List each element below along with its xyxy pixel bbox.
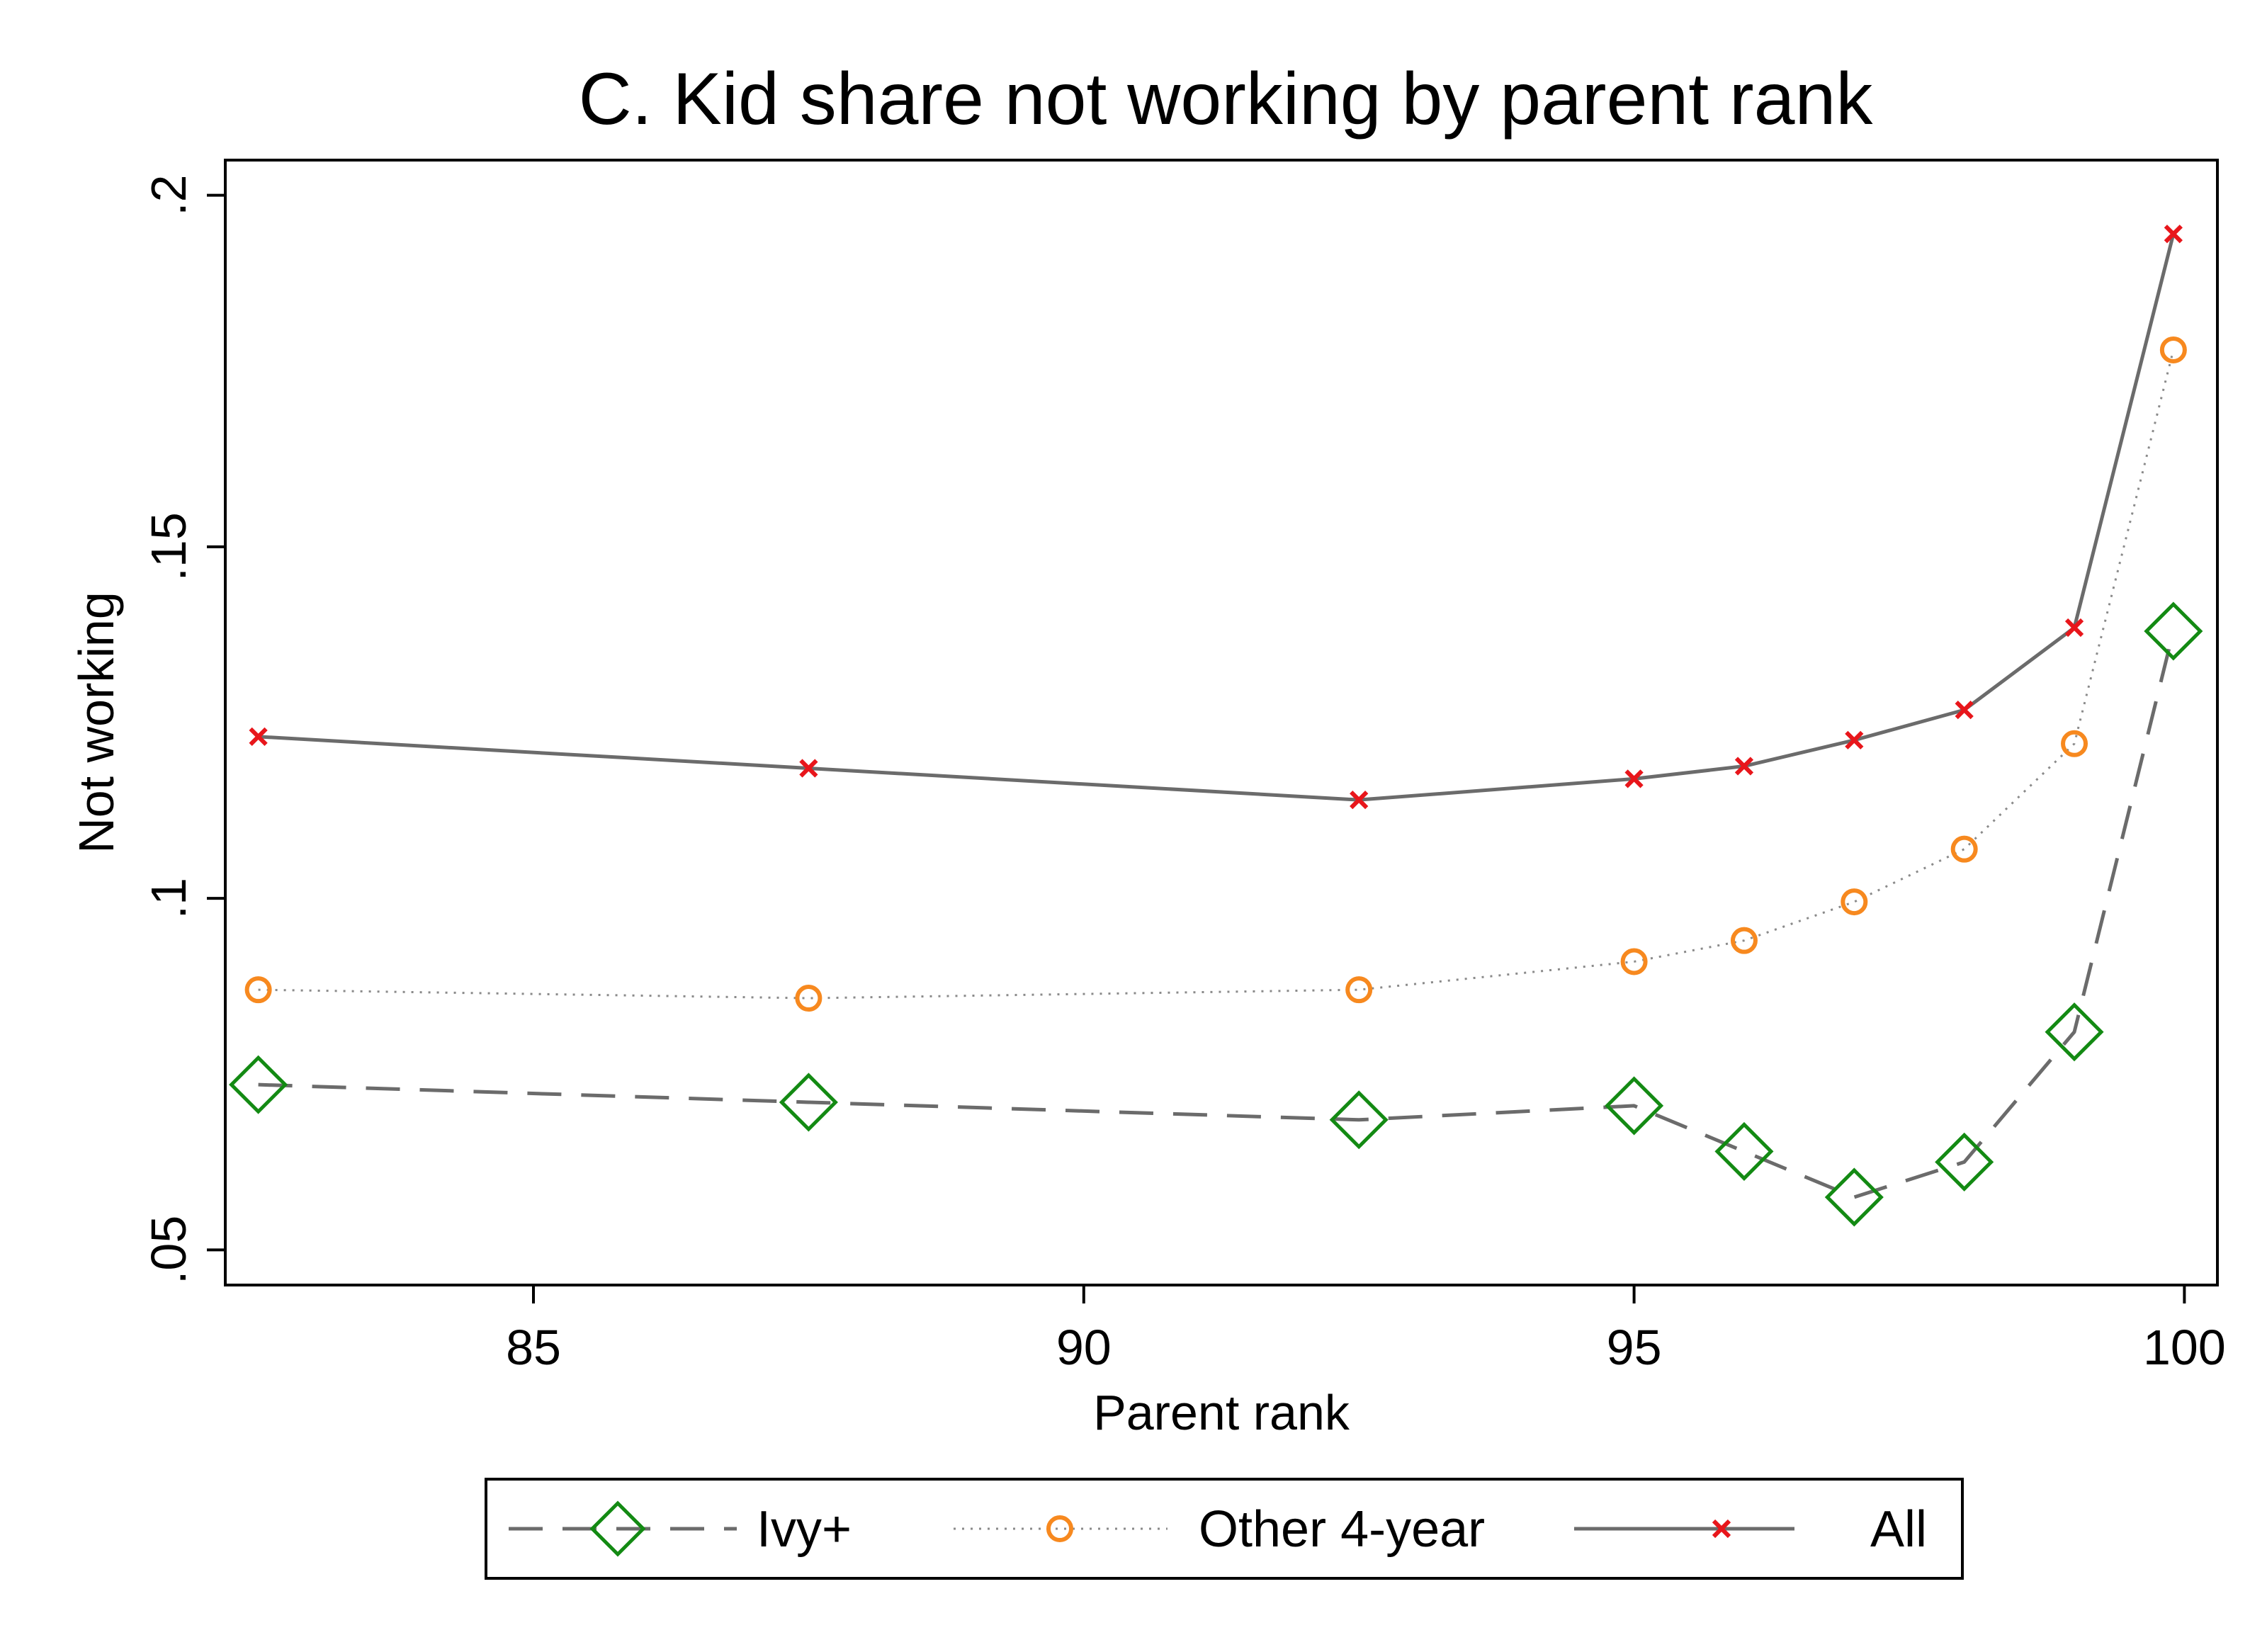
x-tick-label: 90	[1056, 1320, 1112, 1375]
data-point-other-4-year	[2159, 336, 2187, 363]
legend-item-other-4-year: Other 4-year	[954, 1501, 1485, 1558]
data-point-ivy	[1824, 1167, 1884, 1227]
legend-items: Ivy+ Other 4-year All	[509, 1500, 1927, 1558]
legend-label: All	[1870, 1501, 1927, 1558]
legend-item-ivy: Ivy+	[509, 1500, 852, 1558]
data-point-all	[2164, 225, 2183, 244]
y-axis: .05 .1 .15 .2	[141, 174, 225, 1284]
data-point-other-4-year	[1841, 888, 1868, 916]
data-point-all	[249, 727, 268, 746]
data-point-other-4-year	[1730, 927, 1758, 954]
y-tick-label: .1	[141, 878, 196, 919]
data-point-all	[1624, 769, 1644, 788]
data-point-ivy	[2144, 601, 2203, 661]
data-point-all	[1734, 757, 1754, 776]
data-point-ivy	[1935, 1132, 1994, 1192]
data-point-all	[799, 759, 818, 778]
data-point-ivy	[1714, 1121, 1774, 1181]
legend-swatch-marker	[589, 1500, 646, 1557]
y-tick-label: .15	[141, 512, 196, 581]
x-tick-label: 85	[506, 1320, 561, 1375]
series-ivy	[229, 601, 2203, 1227]
data-point-other-4-year	[244, 976, 272, 1004]
series-layer	[229, 225, 2203, 1227]
y-tick-label: .2	[141, 174, 196, 215]
data-point-other-4-year	[1345, 976, 1373, 1004]
legend-swatch-marker	[1712, 1519, 1731, 1539]
data-point-ivy	[229, 1055, 288, 1114]
x-axis: 85 90 95 100	[506, 1285, 2226, 1375]
series-line-other-4-year	[258, 349, 2175, 1000]
x-tick-label: 95	[1607, 1320, 1662, 1375]
x-tick-label: 100	[2143, 1320, 2226, 1375]
y-tick-label: .05	[141, 1216, 196, 1284]
series-line-all	[258, 233, 2176, 802]
chart-title: C. Kid share not working by parent rank	[579, 58, 1874, 140]
data-point-ivy	[1329, 1090, 1389, 1150]
data-point-other-4-year	[795, 985, 822, 1012]
legend: Ivy+ Other 4-year All	[485, 1478, 1964, 1580]
y-axis-label: Not working	[69, 592, 124, 854]
series-all	[249, 225, 2183, 810]
series-other-4-year	[244, 336, 2187, 1012]
x-axis-label: Parent rank	[1093, 1385, 1350, 1440]
legend-swatch-marker	[1046, 1515, 1073, 1542]
data-point-other-4-year	[1620, 948, 1648, 975]
data-point-ivy	[779, 1073, 838, 1132]
legend-label: Ivy+	[757, 1501, 852, 1558]
data-point-all	[1350, 791, 1369, 810]
series-line-ivy	[258, 630, 2176, 1199]
data-point-other-4-year	[1950, 835, 1978, 863]
data-point-other-4-year	[2061, 730, 2088, 757]
data-point-ivy	[1605, 1076, 1664, 1136]
data-point-all	[1845, 730, 1864, 749]
plot-frame	[224, 159, 2219, 1286]
data-point-all	[1955, 701, 1974, 720]
data-point-all	[2064, 618, 2084, 638]
data-point-ivy	[2045, 1002, 2104, 1062]
legend-label: Other 4-year	[1199, 1501, 1485, 1558]
legend-item-all: All	[1574, 1501, 1927, 1558]
